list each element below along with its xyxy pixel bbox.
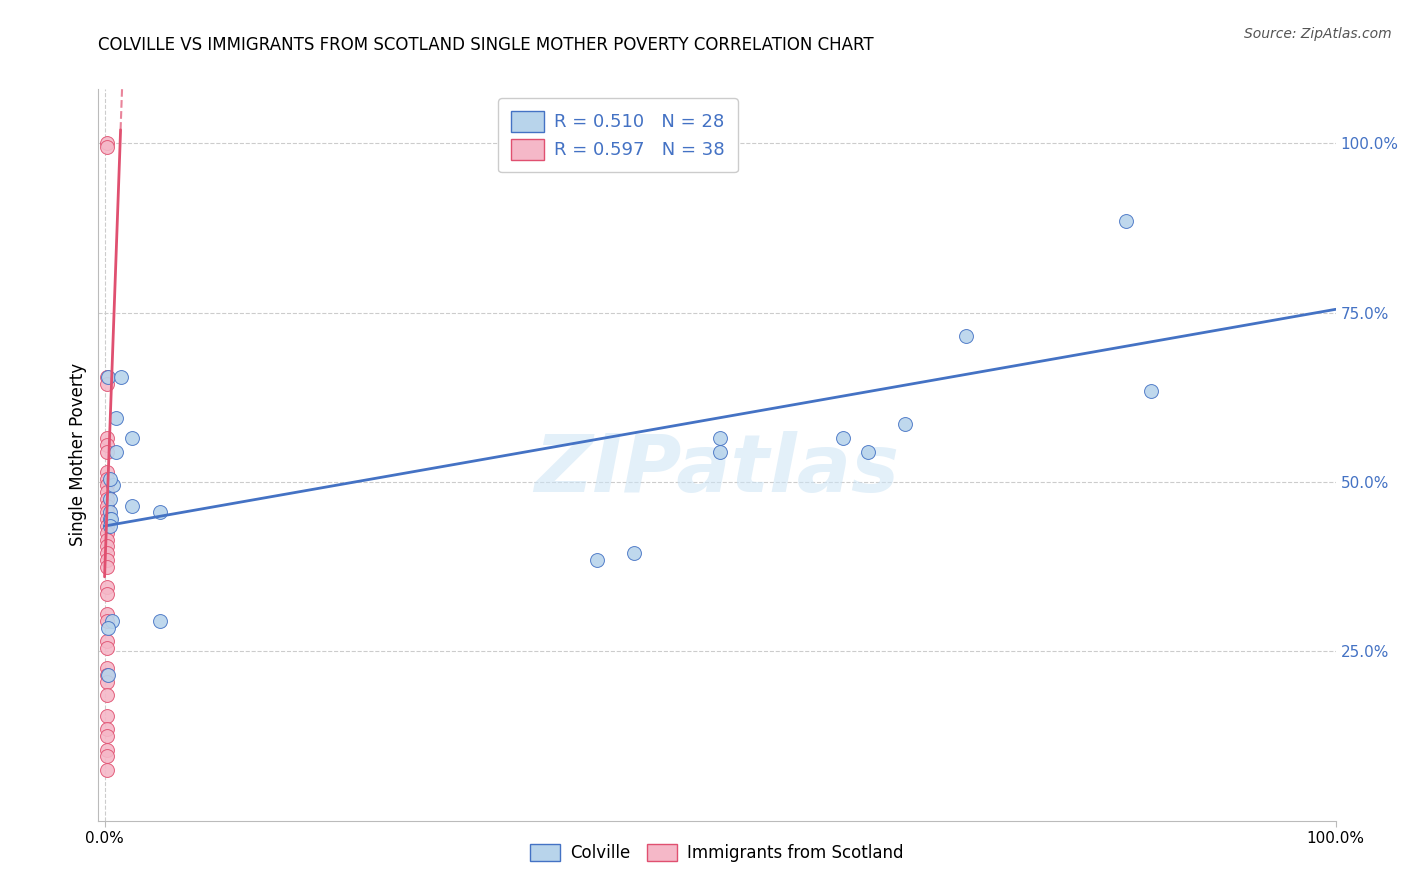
Point xyxy=(96,580,118,594)
Point xyxy=(586,553,609,567)
Text: Source: ZipAtlas.com: Source: ZipAtlas.com xyxy=(1244,27,1392,41)
Point xyxy=(98,491,121,506)
Point xyxy=(1115,214,1137,228)
Point xyxy=(709,444,731,458)
Point xyxy=(96,640,118,655)
Point xyxy=(96,634,118,648)
Point xyxy=(96,723,118,737)
Point xyxy=(856,444,879,458)
Point xyxy=(96,478,118,492)
Point xyxy=(96,553,118,567)
Point xyxy=(96,533,118,547)
Point xyxy=(149,614,172,628)
Point xyxy=(98,512,121,526)
Point xyxy=(96,763,118,777)
Point xyxy=(96,689,118,703)
Y-axis label: Single Mother Poverty: Single Mother Poverty xyxy=(69,363,87,547)
Point xyxy=(110,370,132,384)
Point xyxy=(96,140,118,154)
Point xyxy=(96,661,118,675)
Point xyxy=(96,539,118,553)
Point xyxy=(103,478,125,492)
Point xyxy=(96,614,118,628)
Point xyxy=(96,485,118,500)
Point xyxy=(97,668,120,682)
Point xyxy=(96,708,118,723)
Point xyxy=(96,519,118,533)
Point xyxy=(96,607,118,621)
Point xyxy=(96,729,118,743)
Point xyxy=(96,438,118,452)
Point xyxy=(101,614,124,628)
Point xyxy=(96,525,118,540)
Point xyxy=(97,621,120,635)
Point xyxy=(96,674,118,689)
Point xyxy=(96,370,118,384)
Point xyxy=(104,410,127,425)
Point xyxy=(96,668,118,682)
Point xyxy=(96,376,118,391)
Point xyxy=(96,472,118,486)
Point xyxy=(96,499,118,513)
Point xyxy=(96,465,118,479)
Point xyxy=(894,417,917,432)
Point xyxy=(96,506,118,520)
Point xyxy=(96,136,118,151)
Point xyxy=(96,431,118,445)
Point xyxy=(98,506,121,520)
Point xyxy=(149,506,172,520)
Point xyxy=(1140,384,1163,398)
Point xyxy=(121,499,143,513)
Legend: Colville, Immigrants from Scotland: Colville, Immigrants from Scotland xyxy=(522,836,912,871)
Point xyxy=(100,512,122,526)
Point xyxy=(623,546,645,560)
Point xyxy=(955,329,977,343)
Point xyxy=(98,472,121,486)
Point xyxy=(121,431,143,445)
Point xyxy=(96,749,118,764)
Point xyxy=(96,512,118,526)
Point xyxy=(709,431,731,445)
Point xyxy=(96,546,118,560)
Text: COLVILLE VS IMMIGRANTS FROM SCOTLAND SINGLE MOTHER POVERTY CORRELATION CHART: COLVILLE VS IMMIGRANTS FROM SCOTLAND SIN… xyxy=(98,36,875,54)
Point xyxy=(104,444,127,458)
Point xyxy=(832,431,855,445)
Point xyxy=(97,370,120,384)
Text: ZIPatlas: ZIPatlas xyxy=(534,431,900,508)
Point xyxy=(96,742,118,756)
Point xyxy=(96,587,118,601)
Point xyxy=(96,444,118,458)
Point xyxy=(98,519,121,533)
Point xyxy=(96,491,118,506)
Point xyxy=(96,559,118,574)
